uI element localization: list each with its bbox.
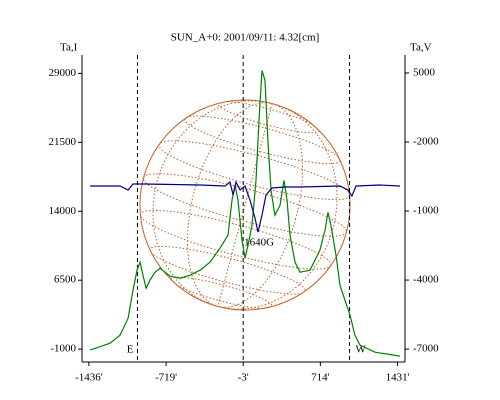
sun-disk [139, 99, 351, 311]
data-line [89, 70, 400, 357]
y-tick-label: 29000 [49, 67, 77, 79]
annotation: 1640G [244, 237, 274, 249]
y-axis-label: Ta,I [60, 42, 78, 54]
chart-title: SUN_A+0: 2001/09/11: 4.32[cm] [171, 32, 319, 44]
y-tick-label: -1000 [50, 343, 76, 355]
y-tick-label: 21500 [49, 136, 77, 148]
y-tick-label: 6500 [54, 274, 77, 286]
y2-axis-label: Ta,V [410, 42, 432, 54]
x-tick-label: 714' [311, 372, 330, 384]
y2-tick-label: -2000 [413, 136, 439, 148]
annotation: W [356, 344, 367, 356]
y2-tick-label: -7000 [413, 343, 439, 355]
x-tick-label: -3' [238, 372, 249, 384]
x-tick-label: 1431' [386, 372, 410, 384]
data-line [90, 180, 400, 233]
annotation: E [127, 344, 134, 356]
y2-tick-label: -4000 [413, 274, 439, 286]
y-tick-label: 14000 [49, 205, 77, 217]
x-tick-label: -719' [155, 372, 177, 384]
x-tick-label: -1436' [75, 372, 103, 384]
y2-tick-label: 5000 [413, 66, 436, 78]
y2-tick-label: -1000 [413, 205, 439, 217]
